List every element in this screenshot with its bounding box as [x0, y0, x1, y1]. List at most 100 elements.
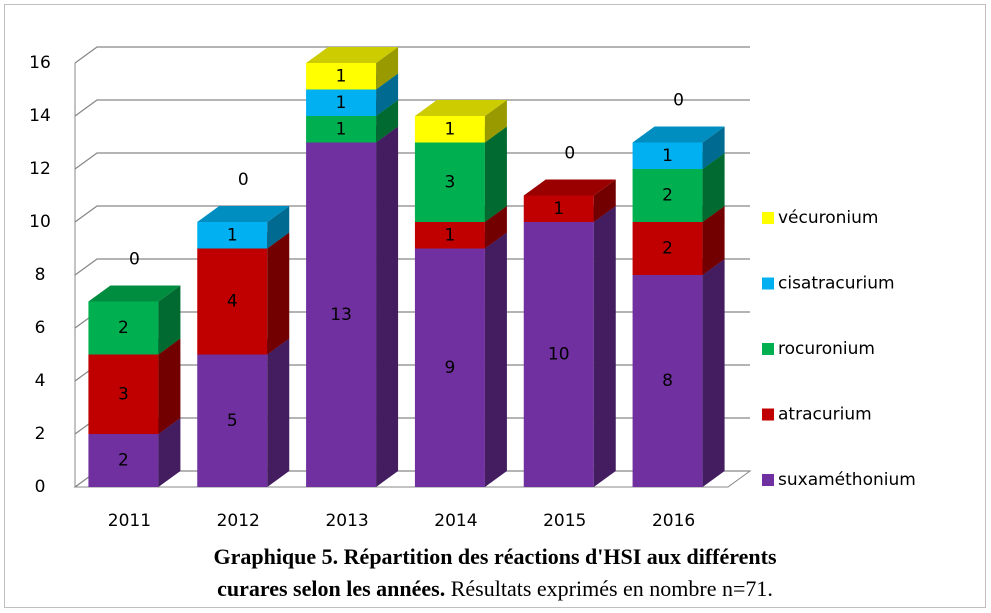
bar-top [414, 100, 507, 116]
grid-line [74, 152, 750, 170]
bar-side [267, 338, 290, 487]
bar-segment [306, 116, 377, 143]
bar-segment [306, 89, 377, 116]
bar-side [702, 259, 725, 487]
data-label: 13 [330, 305, 352, 325]
data-label: 9 [445, 358, 456, 378]
data-label: 8 [662, 371, 673, 391]
y-tick-label: 2 [35, 424, 46, 444]
legend-swatch [762, 212, 774, 224]
bar-side [484, 232, 507, 487]
bar-side [702, 153, 725, 222]
bar-segment [523, 195, 594, 222]
legend-swatch [762, 408, 774, 421]
bar-segment [88, 354, 159, 434]
legend-label: vécuronium [778, 208, 879, 228]
caption-note: Résultats exprimés en nombre n=71. [451, 576, 773, 601]
y-tick-label: 4 [35, 371, 46, 391]
chart-border [4, 4, 986, 608]
legend-swatch [762, 277, 774, 290]
legend-label: rocuronium [778, 339, 875, 359]
bar-segment [197, 222, 268, 249]
y-tick-label: 16 [29, 53, 51, 73]
caption-bold: curares selon les années. [217, 576, 445, 601]
data-label: 2 [662, 239, 673, 259]
data-label: 1 [336, 66, 347, 86]
data-label: 3 [118, 384, 129, 404]
bar-top [306, 47, 399, 63]
bar-segment [632, 142, 703, 169]
bar-segment [632, 222, 703, 275]
x-tick-label: 2015 [543, 511, 586, 531]
bar-top [523, 179, 616, 196]
data-label: 1 [445, 119, 456, 139]
legend-label: cisatracurium [778, 274, 895, 294]
legend-label: atracurium [778, 405, 872, 425]
bar-segment [632, 169, 703, 222]
bar-segment [306, 142, 377, 487]
data-label: 1 [662, 146, 673, 166]
bar-side [158, 285, 181, 355]
bar-segment [197, 354, 268, 487]
data-label: 3 [445, 172, 456, 192]
bar-side [376, 47, 399, 90]
data-label: 1 [336, 119, 347, 139]
bar-segment [88, 434, 159, 487]
x-tick-label: 2014 [434, 511, 477, 531]
data-label: 1 [227, 225, 238, 245]
data-label: 2 [118, 318, 129, 338]
bar-side [484, 100, 507, 143]
data-label: 1 [445, 225, 456, 245]
x-tick-label: 2016 [652, 511, 695, 531]
bar-segment [523, 222, 594, 487]
bar-side [376, 73, 399, 116]
y-tick-label: 6 [35, 318, 46, 338]
bar-side [376, 100, 399, 143]
bar-side [484, 126, 507, 222]
legend-swatch [762, 474, 774, 486]
x-tick-label: 2012 [217, 511, 260, 531]
caption-line: curares selon les années. Résultats expr… [217, 576, 773, 601]
bar-top [197, 206, 290, 222]
bar-segment [88, 301, 159, 355]
y-tick-label: 10 [29, 212, 51, 232]
bar-segment [197, 248, 268, 355]
bar-segment [414, 222, 485, 249]
bar-top [632, 126, 725, 143]
data-label: 0 [238, 170, 249, 190]
data-label: 2 [662, 186, 673, 206]
data-label: 4 [227, 292, 238, 312]
data-label: 5 [227, 411, 238, 431]
data-label: 10 [548, 345, 570, 365]
y-tick-label: 14 [29, 106, 51, 126]
legend-label: suxaméthonium [778, 470, 916, 490]
y-tick-label: 12 [29, 159, 51, 179]
bar-segment [414, 116, 485, 143]
bar-top [88, 285, 181, 302]
bar-side [593, 206, 616, 487]
caption-line: Graphique 5. Répartition des réactions d… [213, 544, 777, 569]
bar-side [158, 338, 181, 434]
bar-segment [414, 248, 485, 487]
data-label: 1 [553, 199, 564, 219]
bar-side [376, 126, 399, 487]
bar-side [593, 179, 616, 222]
y-tick-label: 0 [35, 477, 46, 497]
x-tick-label: 2013 [325, 511, 368, 531]
data-label: 0 [564, 144, 575, 164]
bar-side [267, 206, 290, 249]
bar-segment [414, 142, 485, 222]
data-label: 1 [336, 93, 347, 113]
data-label: 0 [673, 91, 684, 111]
data-label: 2 [118, 451, 129, 471]
legend-swatch [762, 343, 774, 355]
y-tick-label: 8 [35, 265, 46, 285]
data-label: 0 [129, 250, 140, 270]
bar-side [267, 232, 290, 355]
bar-segment [632, 275, 703, 487]
bar-segment [306, 63, 377, 90]
bar-side [158, 418, 181, 487]
bar-side [702, 206, 725, 275]
bar-side [484, 206, 507, 249]
